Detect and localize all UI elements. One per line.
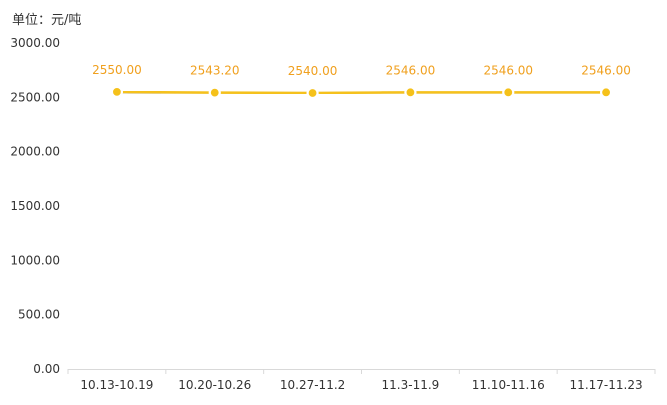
- y-tick-label: 1000.00: [10, 253, 60, 267]
- data-label: 2546.00: [581, 63, 631, 77]
- x-tick-label: 11.3-11.9: [382, 378, 440, 392]
- data-label: 2540.00: [288, 64, 338, 78]
- unit-label: 单位：元/吨: [12, 13, 82, 28]
- x-axis-ticks: 10.13-10.19 10.20-10.26 10.27-11.2 11.3-11.…: [67, 369, 656, 392]
- y-tick-label: 2500.00: [10, 90, 60, 104]
- y-tick-label: 2000.00: [10, 145, 60, 159]
- y-tick-label: 500.00: [18, 308, 60, 322]
- x-tick-label: 10.13-10.19: [80, 378, 153, 392]
- x-tick-label: 11.10-11.16: [472, 378, 545, 392]
- y-axis-ticks: 0.00 500.00 1000.00 1500.00 2000.00 2500.00 30…: [10, 36, 60, 376]
- data-label: 2546.00: [386, 63, 436, 77]
- series-point: [404, 86, 417, 99]
- data-label: 2543.20: [190, 64, 240, 78]
- y-tick-label: 1500.00: [10, 199, 60, 213]
- data-labels: 2550.00 2543.20 2540.00 2546.00 2546.00 2546.…: [92, 63, 631, 78]
- series-markers: [110, 85, 613, 100]
- series-point: [110, 85, 124, 99]
- x-tick-label: 10.20-10.26: [178, 378, 251, 392]
- data-label: 2546.00: [483, 63, 533, 77]
- data-label: 2550.00: [92, 63, 142, 77]
- series-point: [208, 86, 221, 99]
- y-tick-label: 3000.00: [10, 36, 60, 50]
- y-tick-label: 0.00: [33, 362, 60, 376]
- x-tick-label: 11.17-11.23: [570, 378, 643, 392]
- x-tick-label: 10.27-11.2: [280, 378, 345, 392]
- series-point: [599, 86, 613, 99]
- series-point: [502, 86, 515, 99]
- series-line: [116, 90, 607, 95]
- series-point: [306, 86, 319, 100]
